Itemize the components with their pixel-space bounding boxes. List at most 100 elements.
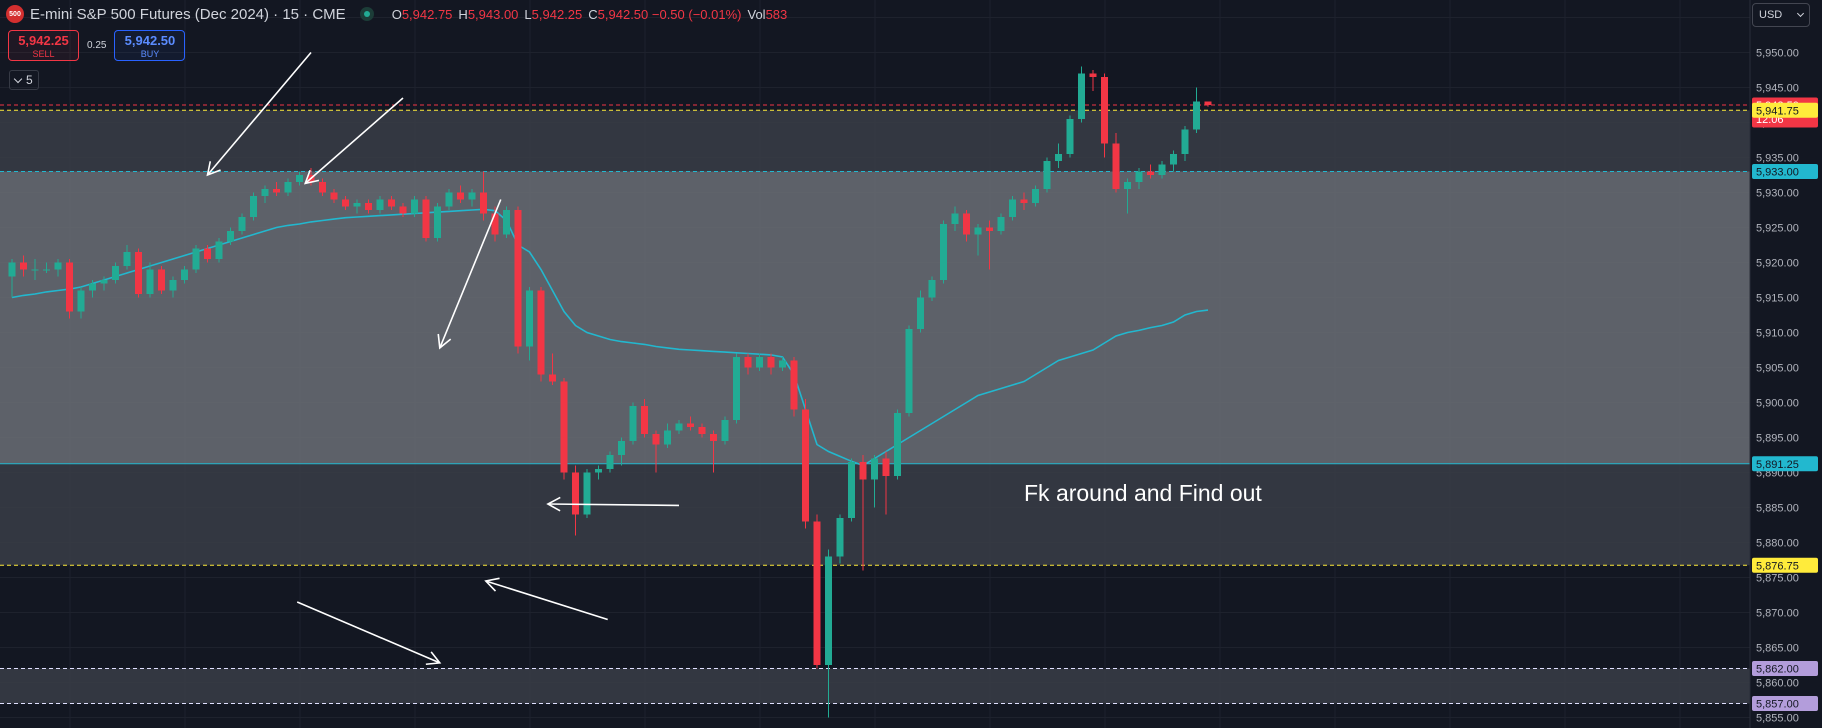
ohlc-open-value: 5,942.75	[401, 6, 453, 22]
candle-up	[1170, 150, 1177, 172]
candle-body	[1204, 101, 1212, 105]
candle-up	[411, 196, 418, 217]
candle-body	[8, 262, 16, 277]
buy-button[interactable]: 5,942.50 BUY	[114, 30, 186, 61]
price-axis-tags: 5,942.5012:065,941.755,933.005,891.255,8…	[1752, 97, 1818, 711]
candle-up	[629, 402, 637, 445]
price-tag-value: 5,941.75	[1756, 105, 1799, 117]
candle-body	[917, 297, 924, 329]
indicators-count: 5	[26, 73, 33, 87]
candle-up	[1043, 157, 1051, 193]
indicators-toggle[interactable]: 5	[9, 70, 39, 90]
candle-body	[1089, 73, 1097, 77]
candle-body	[721, 420, 729, 441]
price-tag: 5,862.00	[1752, 661, 1818, 676]
candle-up	[526, 287, 533, 361]
candle-body	[514, 210, 522, 347]
y-tick-label: 5,860.00	[1756, 678, 1799, 690]
candle-down	[963, 210, 970, 242]
candle-body	[261, 189, 269, 196]
candle-up	[940, 220, 947, 284]
price-tag-value: 5,876.75	[1756, 560, 1799, 572]
y-tick-label: 5,875.00	[1756, 573, 1799, 585]
candle-body	[158, 269, 165, 291]
candle-up	[595, 465, 602, 480]
price-tag-bg	[1752, 557, 1818, 573]
candle-body	[422, 199, 430, 238]
candle-body	[825, 556, 832, 665]
candle-up	[756, 353, 763, 371]
candle-body	[1170, 154, 1177, 165]
candle-up	[31, 259, 39, 280]
candle-body	[618, 441, 625, 455]
candle-body	[928, 280, 936, 298]
price-tag-value: 5,862.00	[1756, 664, 1799, 676]
candle-body	[526, 290, 533, 347]
candle-down	[422, 196, 430, 242]
candle-up	[583, 469, 591, 518]
candle-up	[848, 458, 855, 522]
candlesticks	[8, 66, 1212, 718]
candle-up	[181, 266, 188, 284]
candle-up	[871, 455, 878, 508]
candle-up	[951, 206, 959, 231]
price-tag-bg	[1752, 696, 1818, 711]
y-tick-label: 5,880.00	[1756, 538, 1799, 550]
arrow-shaft	[206, 51, 312, 176]
chevron-down-icon	[1796, 9, 1805, 18]
candle-body	[675, 423, 683, 431]
candle-down	[1204, 101, 1212, 107]
candle-down	[1147, 164, 1154, 179]
candle-body	[1032, 189, 1039, 203]
candle-down	[399, 203, 407, 217]
arrow	[296, 601, 442, 666]
price-tag-bg	[1752, 102, 1818, 118]
candle-up	[261, 185, 269, 203]
candle-up	[100, 276, 108, 291]
candle-up	[376, 196, 384, 214]
candle-up	[192, 245, 200, 273]
candle-up	[8, 259, 16, 298]
candle-down	[204, 245, 211, 263]
candle-body	[974, 227, 982, 235]
candle-body	[146, 269, 154, 294]
symbol-title[interactable]: E-mini S&P 500 Futures (Dec 2024) · 15 ·…	[30, 5, 346, 23]
arrow-shaft	[304, 97, 404, 185]
candle-body	[1135, 171, 1143, 182]
candle-body	[353, 203, 361, 207]
candle-up	[675, 420, 683, 434]
candle-body	[135, 252, 142, 294]
candle-up	[1078, 66, 1085, 123]
candle-body	[434, 206, 441, 238]
market-status-icon[interactable]	[359, 7, 374, 21]
candle-body	[411, 199, 418, 214]
candle-down	[986, 220, 993, 270]
candle-down	[388, 196, 395, 210]
candle-up	[77, 287, 85, 319]
candle-body	[1193, 101, 1200, 130]
candle-body	[871, 458, 878, 480]
ohlc-legend: O 5,942.75 H 5,943.00 L 5,942.25 C 5,942.50 …	[392, 7, 788, 22]
arrow-head	[437, 333, 452, 350]
candle-body	[583, 472, 591, 515]
candle-body	[296, 175, 303, 182]
candle-up	[296, 171, 303, 186]
ohlc-high-value: 5,943.00	[467, 6, 519, 22]
candle-body	[330, 192, 338, 200]
arrow-head	[546, 496, 561, 512]
candle-down	[744, 353, 752, 375]
candle-body	[606, 455, 614, 469]
sell-price: 5,942.25	[18, 33, 69, 48]
candle-down	[273, 182, 280, 196]
annotation-arrows	[206, 51, 680, 666]
candle-body	[66, 262, 73, 312]
candle-body	[123, 252, 131, 266]
candle-body	[227, 231, 234, 242]
y-tick-label: 5,910.00	[1756, 328, 1799, 340]
candle-body	[388, 199, 395, 207]
currency-select[interactable]: USD	[1752, 3, 1810, 27]
candle-body	[687, 423, 694, 427]
price-tag-value: 5,933.00	[1756, 167, 1799, 179]
sell-button[interactable]: 5,942.25 SELL	[8, 30, 79, 61]
